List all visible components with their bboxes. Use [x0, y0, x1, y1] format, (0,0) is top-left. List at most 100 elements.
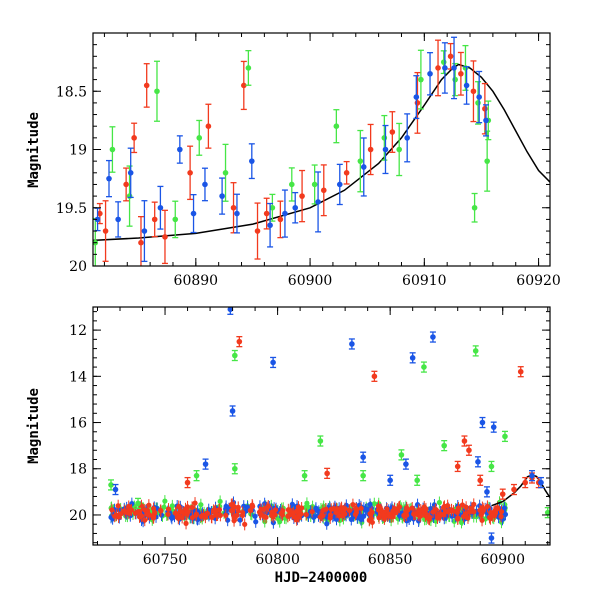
green-point — [488, 463, 495, 470]
blue-point — [484, 489, 490, 495]
green-point — [232, 352, 238, 359]
baseline-point — [126, 503, 132, 510]
green-point — [475, 100, 481, 106]
blue-point — [336, 181, 343, 188]
baseline-point — [455, 505, 462, 511]
baseline-point — [253, 519, 259, 525]
baseline-point — [182, 506, 189, 512]
baseline-point — [235, 504, 241, 510]
green-point — [135, 500, 141, 507]
baseline-point — [350, 502, 356, 508]
green-point — [108, 482, 114, 488]
blue-point — [476, 94, 482, 100]
baseline-point — [261, 506, 267, 512]
green-point — [440, 59, 447, 65]
red-point — [517, 368, 524, 375]
red-point — [466, 447, 472, 454]
baseline-point — [463, 504, 469, 510]
baseline-point — [441, 503, 448, 509]
blue-point — [106, 175, 112, 182]
red-point — [454, 463, 461, 470]
baseline-point — [417, 512, 423, 518]
baseline-point — [231, 515, 237, 521]
baseline-point — [278, 510, 284, 516]
baseline-point — [161, 504, 167, 510]
y-tick-label: 18 — [69, 462, 87, 478]
blue-point — [115, 216, 121, 223]
blue-point — [219, 193, 225, 199]
red-point — [236, 338, 243, 345]
baseline-point — [137, 511, 143, 517]
baseline-point — [376, 515, 382, 521]
red-point — [461, 438, 468, 444]
red-point — [277, 216, 284, 223]
red-point — [254, 228, 261, 234]
baseline-point — [162, 498, 168, 504]
blue-point — [229, 408, 236, 414]
baseline-point — [209, 514, 215, 520]
blue-point — [234, 210, 240, 217]
red-point — [470, 88, 477, 95]
baseline-point — [231, 504, 237, 510]
green-point — [333, 123, 340, 129]
red-point — [102, 228, 109, 234]
baseline-point — [193, 512, 199, 518]
baseline-point — [328, 506, 334, 512]
blue-point — [360, 454, 366, 460]
red-point — [482, 105, 488, 112]
baseline-point — [471, 501, 477, 507]
blue-point — [413, 94, 420, 100]
baseline-point — [346, 507, 352, 513]
baseline-point — [213, 507, 219, 514]
baseline-point — [165, 511, 171, 517]
green-point — [222, 170, 229, 176]
blue-point — [315, 199, 321, 205]
green-point — [196, 135, 203, 141]
blue-point — [479, 419, 486, 426]
blue-point — [227, 307, 234, 313]
baseline-point — [412, 511, 418, 517]
baseline-point — [115, 503, 121, 509]
baseline-point — [258, 511, 264, 517]
green-point — [544, 509, 550, 516]
red-point — [138, 239, 144, 246]
baseline-point — [358, 505, 364, 511]
green-point — [418, 76, 424, 83]
blue-point — [267, 222, 273, 229]
green-point — [357, 158, 364, 164]
baseline-point — [298, 511, 304, 517]
baseline-point — [467, 508, 473, 514]
y-tick-label: 12 — [69, 323, 87, 339]
red-point — [205, 123, 212, 129]
baseline-point — [378, 506, 384, 513]
baseline-point — [252, 513, 258, 519]
baseline-point — [362, 507, 369, 513]
plot-area — [93, 36, 550, 266]
baseline-point — [342, 506, 348, 512]
baseline-point — [239, 512, 246, 519]
baseline-point — [313, 505, 319, 511]
baseline-point — [436, 499, 443, 506]
green-point — [360, 472, 366, 479]
baseline-point — [490, 513, 496, 519]
green-point — [396, 146, 402, 153]
baseline-point — [386, 511, 392, 517]
red-point — [367, 146, 374, 153]
x-tick-label: 60900 — [288, 273, 333, 289]
baseline-point — [198, 513, 204, 519]
red-point — [320, 187, 327, 194]
x-tick-label: 60750 — [143, 552, 188, 568]
baseline-point — [480, 508, 486, 514]
baseline-point — [333, 509, 339, 515]
blue-point — [404, 135, 410, 141]
model-curve — [93, 63, 550, 242]
baseline-point — [121, 508, 127, 514]
baseline-point — [425, 515, 431, 521]
baseline-point — [371, 501, 377, 507]
green-point — [269, 204, 276, 211]
baseline-point — [358, 516, 364, 523]
red-point — [343, 170, 350, 176]
blue-point — [292, 204, 299, 211]
baseline-point — [311, 514, 317, 520]
